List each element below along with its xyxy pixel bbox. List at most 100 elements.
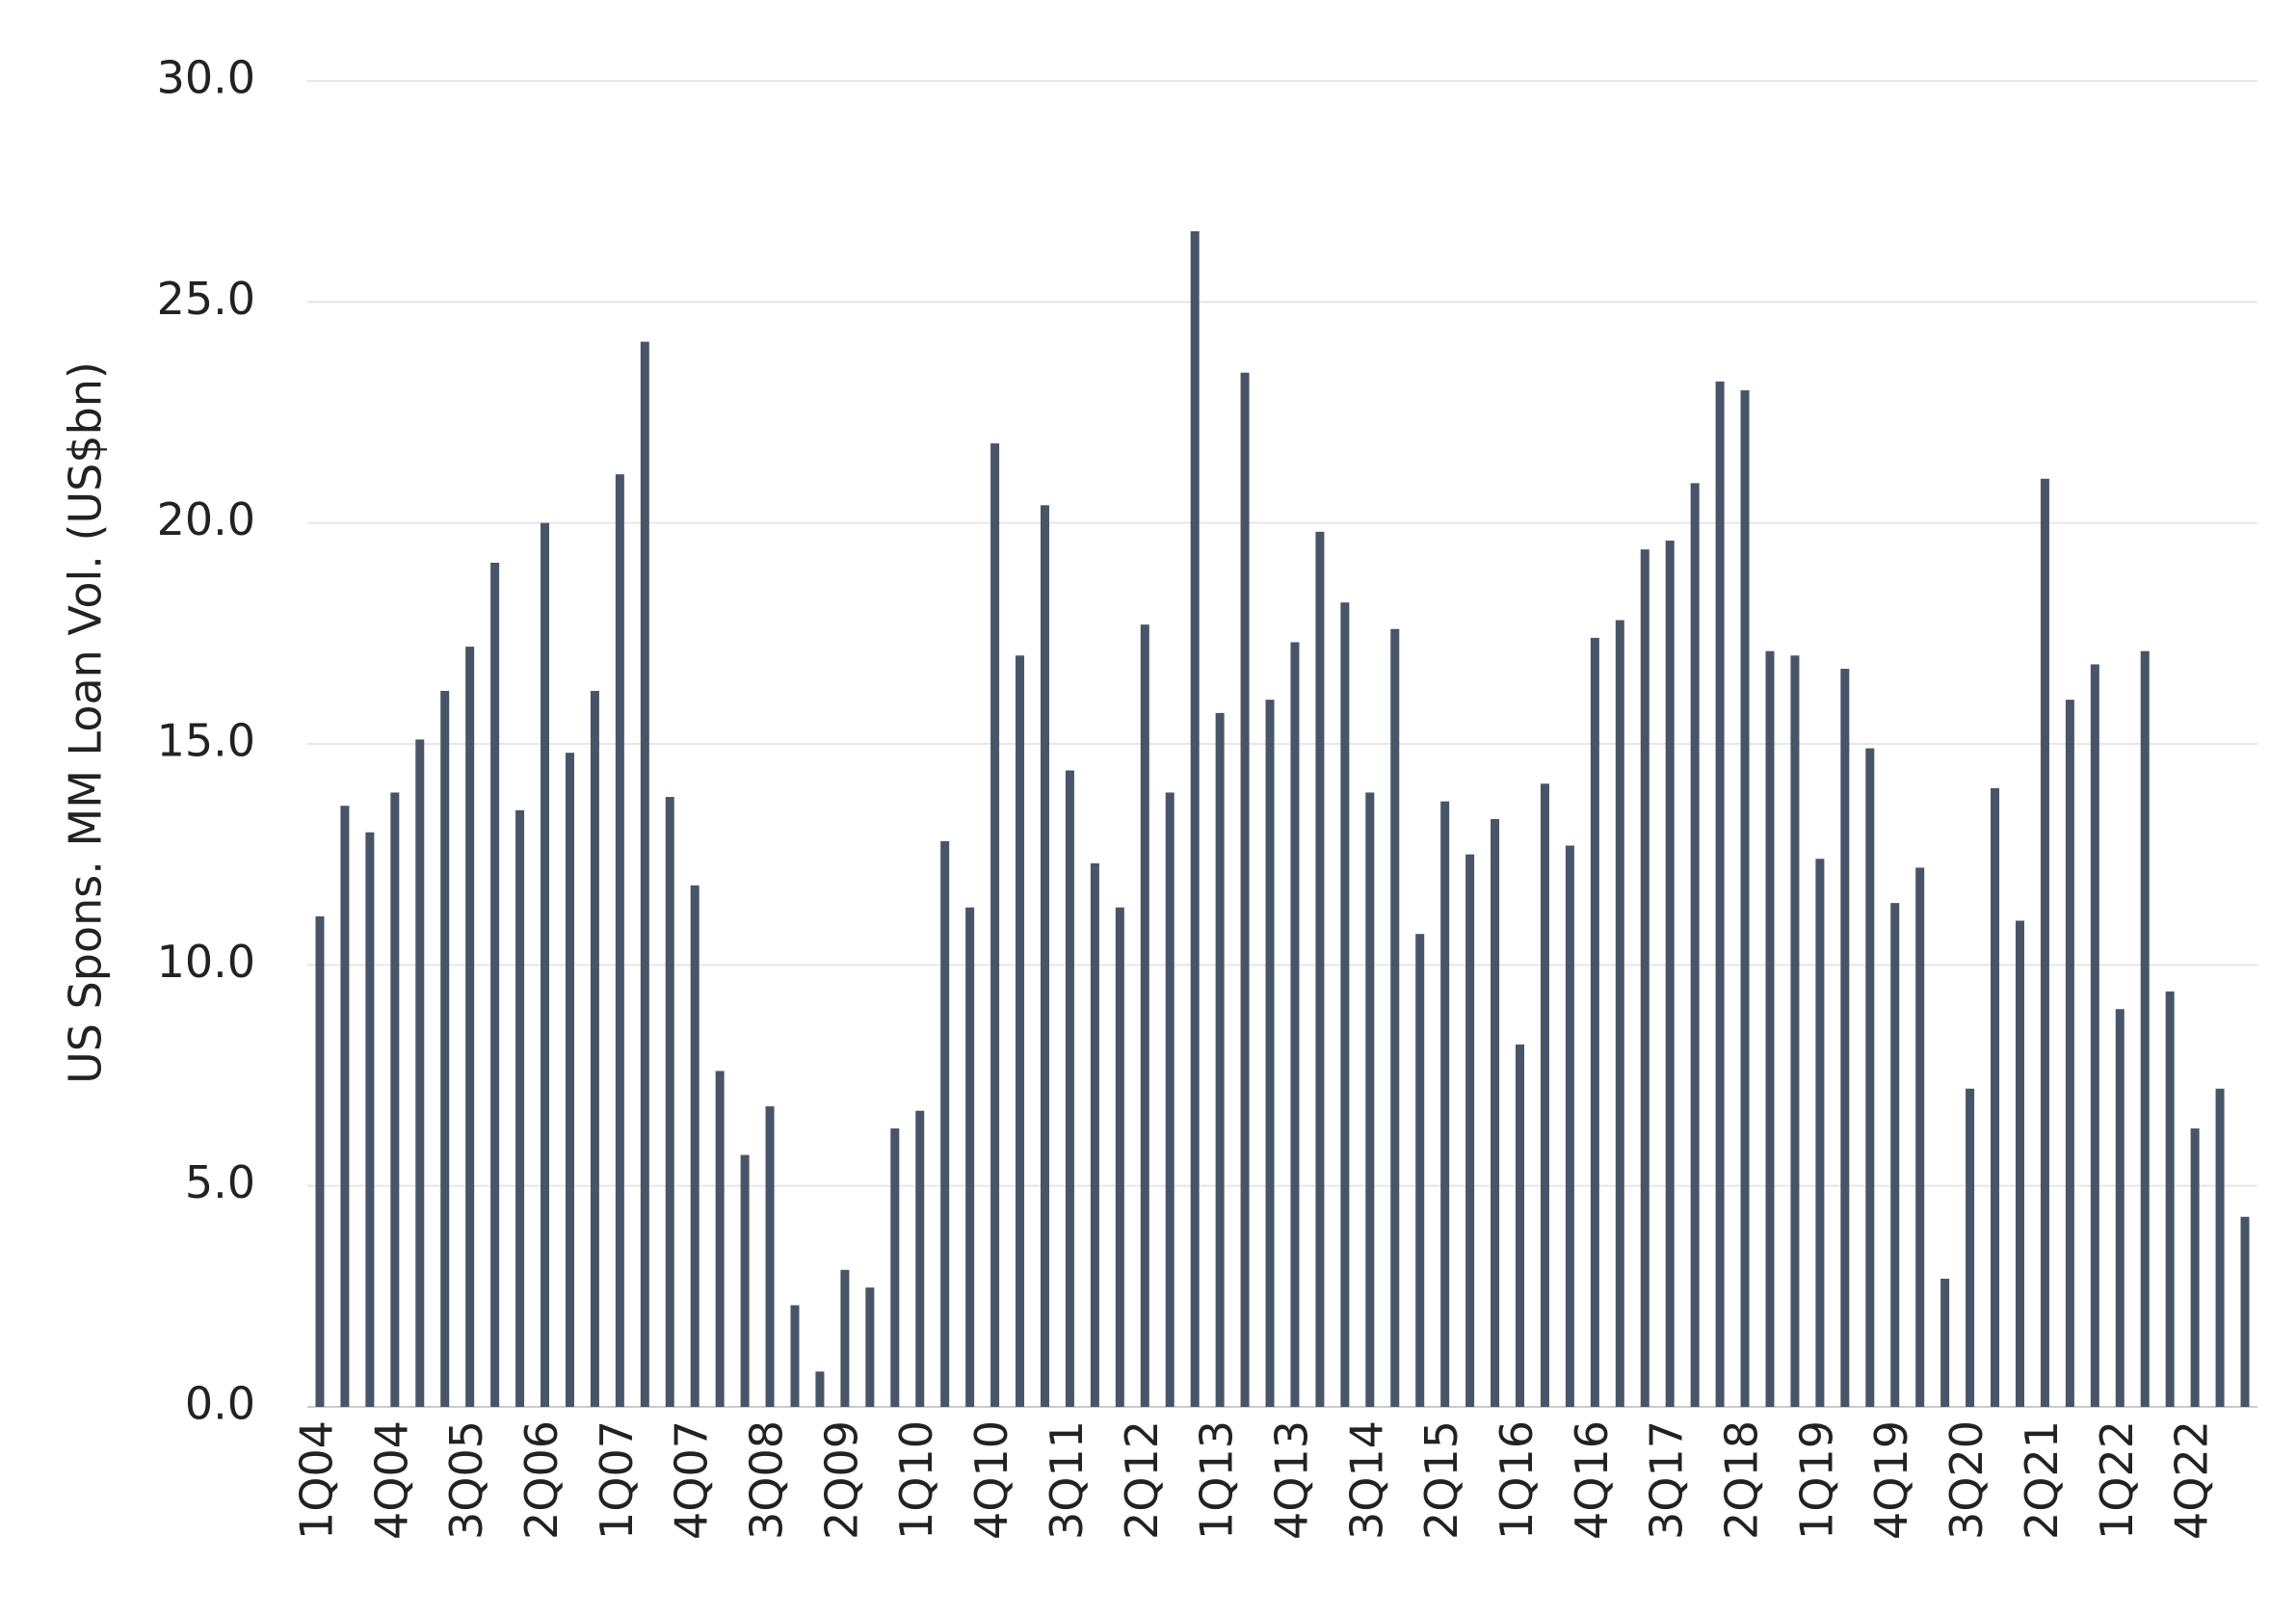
bar [1615,620,1624,1407]
bar [541,522,550,1407]
bar [815,1371,825,1407]
bar [1265,700,1275,1407]
x-tick-label: 2Q09 [815,1420,867,1540]
x-tick-label: 3Q05 [440,1420,492,1540]
bar [390,792,400,1407]
bar [1665,541,1675,1407]
bar [1290,642,1300,1407]
bar [1491,818,1500,1407]
x-tick-label: 3Q11 [1041,1420,1093,1540]
bar [840,1269,850,1407]
bar [615,474,624,1407]
bar [1215,712,1225,1407]
bar [1790,655,1800,1407]
x-tick-label: 2Q06 [515,1420,567,1540]
bar [2015,920,2024,1407]
x-tick-label: 1Q07 [591,1420,643,1540]
bar [590,690,599,1407]
bar [1865,748,1875,1407]
bar [1715,381,1725,1408]
bar [2090,664,2099,1407]
x-tick-label: 4Q13 [1265,1420,1317,1540]
x-tick-label: 3Q17 [1641,1420,1693,1540]
y-axis-label: US Spons. MM Loan Vol. (US$bn) [60,361,112,1084]
bar [1040,505,1049,1407]
bar [2140,650,2150,1407]
bar [1740,390,1750,1408]
bar [1765,650,1775,1407]
bar [1440,801,1450,1407]
x-tick-label: 2Q15 [1415,1420,1467,1540]
bar [1415,934,1425,1407]
x-tick-label: 3Q08 [741,1420,793,1540]
x-tick-label: 2Q21 [2016,1420,2068,1540]
bar [1140,624,1149,1407]
bar [1465,854,1475,1407]
bar [1991,787,2000,1407]
x-tick-label: 4Q22 [2166,1420,2218,1540]
bar [665,797,674,1407]
x-tick-label: 4Q16 [1566,1420,1618,1540]
x-tick-label: 1Q22 [2091,1420,2143,1540]
bar [1940,1278,1950,1407]
bar [1890,903,1900,1407]
bar [1915,867,1925,1407]
x-tick-label: 1Q04 [290,1420,342,1540]
x-tick-label: 2Q18 [1716,1420,1768,1540]
bar [765,1106,775,1407]
bar [1065,770,1074,1407]
bar [1165,792,1174,1407]
bar [890,1128,900,1407]
x-tick-label: 3Q20 [1940,1420,1993,1540]
y-tick-label: 0.0 [185,1378,255,1430]
bar [1966,1088,1975,1407]
bar [565,753,574,1407]
x-tick-label: 1Q10 [890,1420,942,1540]
bar [1840,669,1850,1407]
bar [965,907,975,1407]
bar [1516,1044,1525,1407]
x-tick-label: 1Q19 [1790,1420,1842,1540]
bar [1640,549,1649,1407]
x-tick-label: 4Q07 [666,1420,718,1540]
bar [315,915,325,1407]
bar [440,690,450,1407]
bar [1340,602,1350,1407]
bar [1016,655,1025,1407]
bar [640,341,649,1408]
x-tick-label: 2Q12 [1116,1420,1168,1540]
bar [1365,792,1375,1407]
bar [1690,483,1700,1407]
bar [740,1154,750,1407]
bar [715,1071,725,1407]
bar [940,840,950,1407]
bar [2115,1009,2124,1407]
bar [1390,628,1400,1407]
bar [1590,637,1599,1407]
x-tick-label: 4Q04 [365,1420,417,1540]
x-tick-label: 1Q16 [1491,1420,1543,1540]
bar [1190,230,1200,1408]
bar [365,832,375,1407]
y-tick-label: 5.0 [185,1156,255,1208]
bar [2240,1216,2250,1407]
bar [2215,1088,2225,1407]
bar [1540,783,1549,1407]
y-tick-label: 30.0 [157,52,255,104]
bar [2165,991,2175,1407]
bar [2040,478,2049,1407]
bar [1090,862,1099,1407]
bar [515,809,525,1407]
x-tick-label: 3Q14 [1340,1420,1392,1540]
bar [1815,859,1825,1407]
bar [340,806,350,1407]
bar [415,739,425,1407]
bar [1315,531,1325,1407]
bar [690,885,699,1407]
bar [865,1287,875,1407]
bar [490,562,500,1407]
bar [915,1110,925,1407]
x-tick-label: 4Q10 [965,1420,1017,1540]
bar [2190,1128,2200,1407]
